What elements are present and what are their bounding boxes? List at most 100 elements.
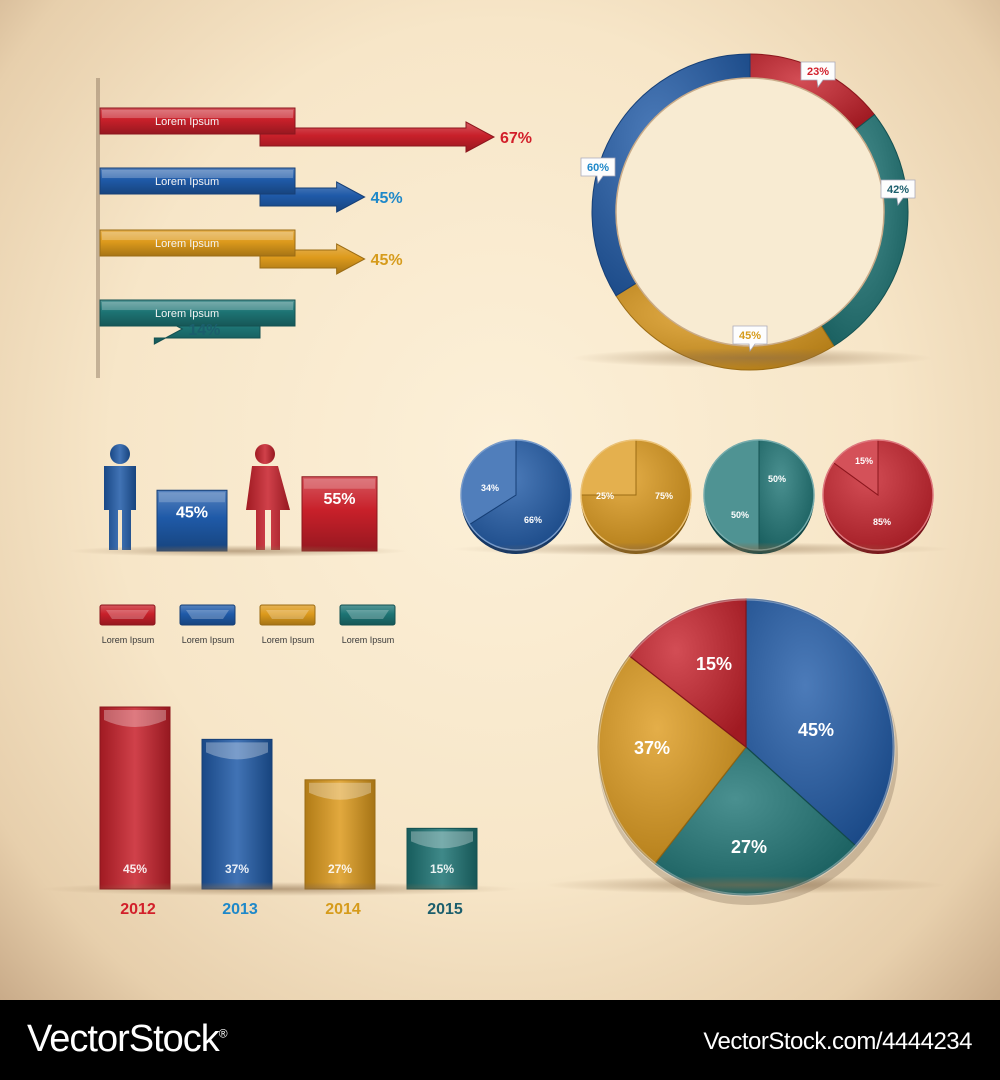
- arrow-label-bar: [99, 167, 296, 195]
- arrow-row: Lorem Ipsum 14%: [99, 299, 296, 345]
- gender-bar-gloss: [304, 478, 375, 489]
- gender-ground-shadow: [68, 545, 408, 557]
- small-pie-slice: [758, 439, 815, 551]
- big-pie-chart: 45% 27% 37% 15%: [596, 597, 898, 905]
- arrow-value-label: 45%: [371, 190, 403, 207]
- legend-label: Lorem Ipsum: [102, 635, 155, 645]
- big-pie-ground-shadow: [545, 876, 945, 894]
- callout-bubble: [580, 157, 616, 185]
- donut-ground-shadow: [572, 348, 932, 368]
- year-bar-gloss: [206, 742, 268, 760]
- arrow-row: Lorem Ipsum 45%: [99, 167, 403, 213]
- arrow-label-gloss: [102, 302, 293, 310]
- gender-bar-gloss: [159, 492, 225, 503]
- arrow-chart-axis: [96, 78, 100, 378]
- arrow-category-label: Lorem Ipsum: [155, 116, 219, 128]
- legend-item: Lorem Ipsum: [179, 604, 236, 645]
- year-axis-label: 2013: [222, 901, 258, 918]
- legend-swatch-gloss: [266, 610, 309, 619]
- year-bar: 37% 2013: [201, 738, 273, 918]
- year-axis-label: 2014: [325, 901, 361, 918]
- infographic-canvas: Lorem Ipsum 67% Lorem Ipsum 45% Lorem Ipsum 4…: [0, 0, 1000, 1000]
- arrow-category-label: Lorem Ipsum: [155, 176, 219, 188]
- donut-callout: 42%: [880, 179, 916, 207]
- year-axis-label: 2012: [120, 901, 156, 918]
- legend-swatch: [339, 604, 396, 626]
- female-body: [246, 466, 290, 550]
- big-pie-slice: [745, 598, 895, 847]
- callout-bubble: [800, 61, 836, 89]
- legend-label: Lorem Ipsum: [182, 635, 235, 645]
- yearly-bar-chart: Lorem Ipsum Lorem Ipsum Lorem Ipsum Lorem I…: [99, 604, 478, 918]
- year-bar: 45% 2012: [99, 706, 171, 918]
- legend-label: Lorem Ipsum: [262, 635, 315, 645]
- year-bar-gloss: [104, 710, 166, 727]
- legend-item: Lorem Ipsum: [99, 604, 156, 645]
- infographic-svg: Lorem Ipsum 67% Lorem Ipsum 45% Lorem Ipsum 4…: [40, 53, 952, 918]
- year-axis-label: 2015: [427, 901, 463, 918]
- watermark-footer: VectorStock® VectorStock.com/4444234: [0, 1000, 1000, 1080]
- legend-swatch: [99, 604, 156, 626]
- gender-bar: [301, 476, 378, 552]
- arrow-label-gloss: [102, 232, 293, 240]
- arrow-label-bar: [99, 299, 296, 327]
- legend-swatch: [179, 604, 236, 626]
- small-pies-chart: 34% 66% 25% 75% 50% 50% 15% 85%: [460, 439, 934, 554]
- donut-value-label: 60%: [587, 162, 609, 174]
- big-pie-slice: [654, 746, 857, 896]
- donut-callout: 45%: [732, 325, 768, 353]
- year-bar-body: [406, 827, 478, 890]
- small-pie: 34% 66%: [460, 439, 572, 554]
- small-pie-slice: [580, 439, 637, 496]
- arrow-row: Lorem Ipsum 67%: [99, 107, 532, 153]
- donut-chart: 23% 42% 45% 60%: [580, 53, 916, 371]
- donut-value-label: 42%: [887, 184, 909, 196]
- arrow-category-label: Lorem Ipsum: [155, 238, 219, 250]
- year-bar-body: [99, 706, 171, 890]
- year-value-label: 27%: [328, 862, 352, 876]
- arrow-mark: [259, 121, 496, 153]
- arrow-bar-chart: Lorem Ipsum 67% Lorem Ipsum 45% Lorem Ipsum 4…: [96, 78, 532, 378]
- year-value-label: 37%: [225, 862, 249, 876]
- legend-swatch-gloss: [106, 610, 149, 619]
- legend-swatch: [259, 604, 316, 626]
- year-bar-gloss: [411, 831, 473, 849]
- legend: Lorem Ipsum Lorem Ipsum Lorem Ipsum Lorem I…: [99, 604, 396, 645]
- donut-value-label: 45%: [739, 330, 761, 342]
- gender-value-label: 45%: [176, 504, 208, 521]
- arrow-value-label: 14%: [188, 322, 220, 339]
- donut-value-label: 23%: [807, 66, 829, 78]
- small-pie-value-label: 50%: [731, 510, 749, 520]
- big-pie-slice: [597, 655, 747, 865]
- big-pie-value-label: 15%: [696, 654, 732, 674]
- year-bar-body: [304, 779, 376, 890]
- small-pie-value-label: 75%: [655, 491, 673, 501]
- small-pie-value-label: 85%: [873, 517, 891, 527]
- small-pie-value-label: 15%: [855, 456, 873, 466]
- big-pie-value-label: 27%: [731, 837, 767, 857]
- legend-label: Lorem Ipsum: [342, 635, 395, 645]
- small-pie: 25% 75%: [580, 439, 692, 554]
- big-pie-slice: [628, 598, 747, 749]
- gender-chart: 45% 55%: [104, 444, 378, 552]
- year-bar: 15% 2015: [406, 827, 478, 918]
- female-head: [255, 444, 275, 464]
- gender-value-label: 55%: [323, 491, 355, 508]
- arrow-label-bar: [99, 229, 296, 257]
- arrow-row: Lorem Ipsum 45%: [99, 229, 403, 275]
- legend-swatch-gloss: [186, 610, 229, 619]
- year-value-label: 45%: [123, 862, 147, 876]
- image-reference: VectorStock.com/4444234: [703, 1028, 972, 1055]
- callout-bubble: [880, 179, 916, 207]
- callout-bubble: [732, 325, 768, 353]
- arrow-category-label: Lorem Ipsum: [155, 308, 219, 320]
- arrow-label-gloss: [102, 170, 293, 178]
- male-person-icon: [104, 444, 136, 550]
- small-pie: 15% 85%: [822, 439, 934, 554]
- small-pie-slice: [703, 439, 760, 551]
- small-pie-value-label: 25%: [596, 491, 614, 501]
- arrow-label-bar: [99, 107, 296, 135]
- legend-swatch-gloss: [346, 610, 389, 619]
- year-value-label: 15%: [430, 862, 454, 876]
- legend-item: Lorem Ipsum: [339, 604, 396, 645]
